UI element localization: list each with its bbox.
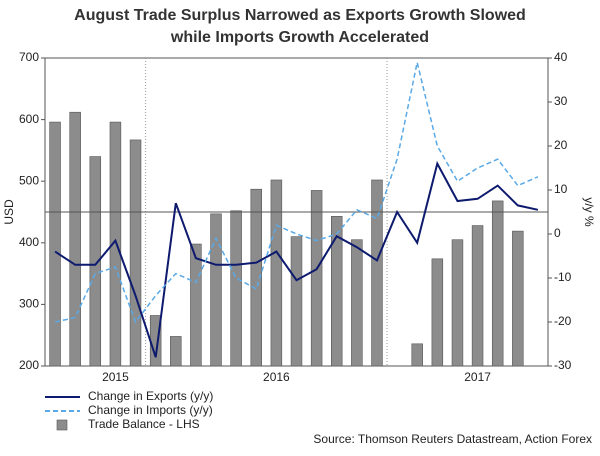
bar xyxy=(129,139,142,367)
legend-swatch xyxy=(56,419,68,431)
bar xyxy=(230,210,242,367)
chart-title: while Imports Growth Accelerated xyxy=(170,29,429,46)
legend-label: Change in Imports (y/y) xyxy=(88,403,213,417)
bar xyxy=(270,179,283,367)
bar xyxy=(250,188,262,367)
bar xyxy=(170,336,182,367)
bar xyxy=(310,190,323,367)
y-tick-label: 500 xyxy=(19,173,39,187)
bar xyxy=(89,156,102,367)
bar xyxy=(351,239,363,367)
y2-tick-label: 10 xyxy=(554,182,568,196)
bar xyxy=(290,236,303,367)
chart-title: August Trade Surplus Narrowed as Exports… xyxy=(74,7,526,24)
y-tick-label: 200 xyxy=(19,358,39,372)
y2-tick-label: -20 xyxy=(554,314,572,328)
bar xyxy=(491,200,504,367)
bar xyxy=(471,225,484,367)
y2-axis-label: y/y % xyxy=(582,197,596,227)
x-tick-label: 2015 xyxy=(102,370,129,384)
legend-label: Trade Balance - LHS xyxy=(88,417,200,431)
y2-tick-label: 30 xyxy=(554,94,568,108)
x-tick-label: 2017 xyxy=(464,370,491,384)
y-tick-label: 600 xyxy=(19,112,39,126)
line xyxy=(54,160,539,358)
bar xyxy=(331,216,343,367)
x-tick-label: 2016 xyxy=(263,370,290,384)
y-tick-label: 300 xyxy=(19,297,39,311)
bar xyxy=(109,121,122,367)
bar xyxy=(431,258,444,367)
y2-tick-label: -10 xyxy=(554,270,572,284)
bar xyxy=(371,179,383,367)
bar xyxy=(49,121,61,367)
bar xyxy=(411,343,423,367)
y-tick-label: 400 xyxy=(19,235,39,249)
bar xyxy=(512,230,524,367)
y2-tick-label: 20 xyxy=(554,138,568,152)
line xyxy=(54,62,539,324)
y2-tick-label: -30 xyxy=(554,358,572,372)
bar xyxy=(190,243,202,367)
bar xyxy=(69,111,81,367)
y2-tick-label: 0 xyxy=(554,226,561,240)
bar xyxy=(451,239,464,367)
bar xyxy=(210,213,222,367)
y2-tick-label: 40 xyxy=(554,50,568,64)
legend-label: Change in Exports (y/y) xyxy=(88,389,213,403)
source: Source: Thomson Reuters Datastream, Acti… xyxy=(313,432,592,446)
y-axis-label: USD xyxy=(2,199,16,225)
y-tick-label: 700 xyxy=(19,50,39,64)
